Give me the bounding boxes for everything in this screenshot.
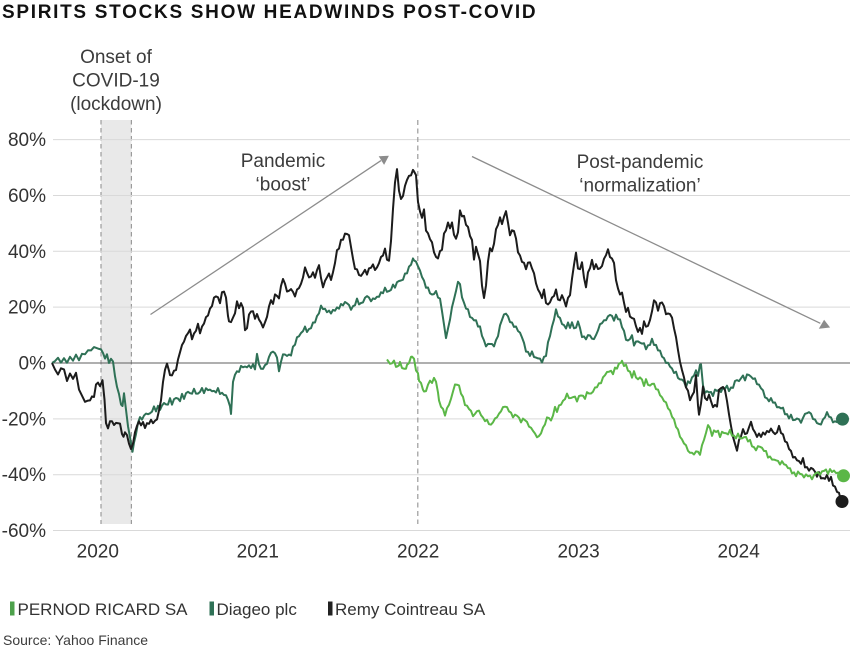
svg-text:40%: 40% [8,242,46,263]
svg-text:2022: 2022 [397,542,439,563]
svg-text:SPIRITS STOCKS SHOW HEADWINDS: SPIRITS STOCKS SHOW HEADWINDS POST-COVID [2,2,537,23]
svg-text:COVID-19: COVID-19 [72,71,160,92]
svg-text:20%: 20% [8,298,46,319]
svg-text:80%: 80% [8,130,46,151]
svg-text:‘normalization’: ‘normalization’ [579,176,700,197]
svg-text:0%: 0% [19,354,47,375]
svg-text:Pandemic: Pandemic [241,151,326,172]
svg-text:Post-pandemic: Post-pandemic [577,152,704,173]
svg-text:Diageo plc: Diageo plc [217,600,298,619]
svg-text:2024: 2024 [718,542,761,563]
svg-text:-20%: -20% [2,409,46,430]
svg-text:‘boost’: ‘boost’ [256,175,311,196]
svg-text:2023: 2023 [557,542,599,563]
svg-text:60%: 60% [8,186,46,207]
svg-text:-40%: -40% [2,465,46,486]
svg-text:2021: 2021 [237,542,279,563]
svg-text:Remy Cointreau SA: Remy Cointreau SA [335,600,486,619]
svg-text:(lockdown): (lockdown) [70,94,162,115]
svg-text:Source: Yahoo Finance: Source: Yahoo Finance [3,632,148,648]
svg-text:PERNOD RICARD SA: PERNOD RICARD SA [18,600,189,619]
svg-text:2020: 2020 [77,542,119,563]
svg-text:-60%: -60% [2,521,46,542]
svg-text:Onset of: Onset of [80,47,153,68]
